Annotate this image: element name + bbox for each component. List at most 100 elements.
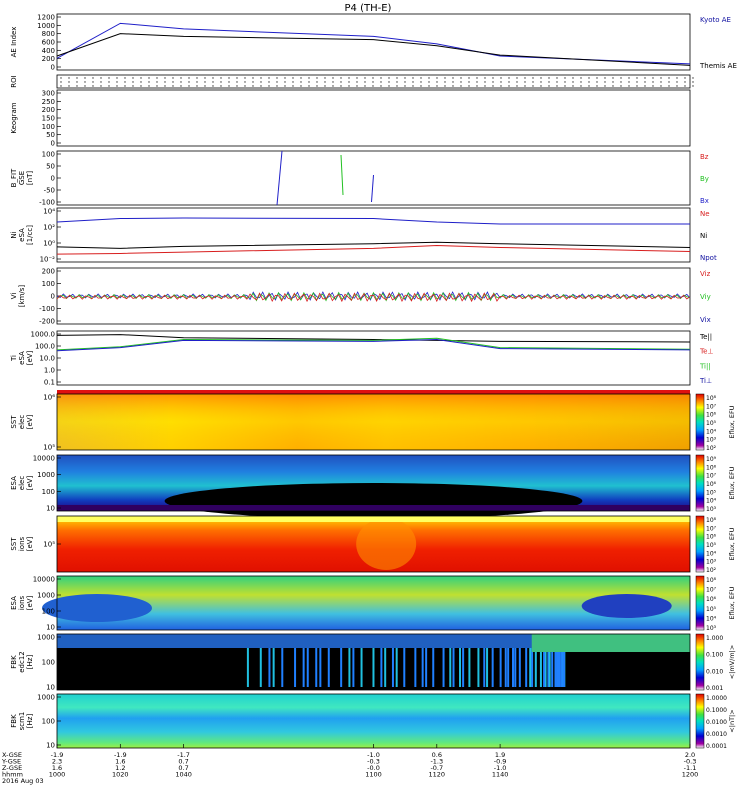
roi-dot [580, 85, 582, 87]
roi-dot [212, 85, 214, 87]
panel-esa_e-frame [56, 454, 691, 512]
roi-dot [572, 81, 574, 83]
roi-dot [556, 85, 558, 87]
fbk-edc-column [563, 639, 566, 687]
panel-esa_i-colorbar-tick: 10⁷ [706, 587, 717, 594]
panel-esa_e-colorbar [695, 454, 705, 512]
fbk-edc-column [259, 639, 262, 687]
roi-dot [548, 81, 550, 83]
panel-fbk_edc-colorbar-label: <|mV/m|> [728, 645, 736, 680]
panel-sst_i-colorbar-tick: 10⁴ [706, 550, 717, 557]
roi-dot [284, 85, 286, 87]
panel-fbk_scm-colorbar-tick: 0.0001 [706, 743, 727, 750]
panel-ae-frame [56, 13, 691, 71]
roi-dot [364, 77, 366, 79]
roi-dot [364, 85, 366, 87]
roi-dot [108, 85, 110, 87]
fbk-edc-column [449, 639, 452, 687]
roi-dot [380, 85, 382, 87]
series-ti-line [56, 337, 691, 351]
roi-dot [124, 81, 126, 83]
panel-sst_i-colorbar-tick: 10³ [706, 559, 717, 566]
panel-vi-ytick-label: -200 [39, 318, 55, 326]
roi-dot [316, 85, 318, 87]
x-axis: -1.92.31.61000-1.91.61.21020-1.70.70.710… [1, 744, 698, 785]
fbk-edc-column [518, 639, 521, 687]
roi-dot [396, 77, 398, 79]
fbk-edc-column [302, 639, 305, 687]
roi-dot [388, 77, 390, 79]
plot-date: 2016 Aug 03 [2, 777, 44, 785]
roi-dot [652, 81, 654, 83]
roi-dot [124, 77, 126, 79]
roi-dot [452, 81, 454, 83]
roi-dot [396, 81, 398, 83]
roi-dot [180, 77, 182, 79]
panel-fbk_scm-colorbar-tick: 0.0010 [706, 731, 727, 738]
roi-dot [196, 77, 198, 79]
panel-sst_e-ytick-label: 10⁶ [43, 394, 55, 402]
roi-dot [476, 81, 478, 83]
roi-dot [84, 77, 86, 79]
roi-dot [676, 77, 678, 79]
roi-dot [68, 77, 70, 79]
roi-dot [188, 85, 190, 87]
roi-dot [388, 85, 390, 87]
fbk-edc-column [315, 639, 318, 687]
panel-ti-ytick-label: 1000.0 [31, 331, 56, 339]
series-by-spike [340, 154, 344, 196]
panel-fbk_scm-ylabel: FBK [10, 714, 18, 728]
panel-bfit-ylabel: B_FIT [10, 168, 18, 187]
roi-dot [188, 81, 190, 83]
x-tick-label: -1.9 [51, 751, 64, 759]
roi-dot [76, 81, 78, 83]
roi-dot [228, 77, 230, 79]
roi-dot [276, 85, 278, 87]
roi-dot [652, 77, 654, 79]
panel-esa_e-colorbar-tick: 10⁹ [706, 456, 717, 463]
panel-ni-ytick-label: 10⁴ [43, 208, 55, 216]
fbk-edc-column [272, 639, 275, 687]
panel-ni-ylabel: Ni [10, 231, 18, 238]
x-tick-label: 2.0 [685, 751, 695, 759]
fbk-edc-column [340, 639, 343, 687]
panel-sst_i-colorbar-tick: 10⁶ [706, 534, 717, 541]
roi-dot [236, 77, 238, 79]
roi-dot [548, 85, 550, 87]
series-ne-line [56, 245, 691, 255]
fbk-edc-column [403, 639, 406, 687]
roi-dot [180, 85, 182, 87]
roi-dot [68, 85, 70, 87]
fbk-edc-column [281, 639, 284, 687]
panel-fbk_scm-ylabel: [Hz] [26, 714, 34, 729]
panel-bfit-ylabel: [nT] [26, 171, 34, 185]
roi-dot [620, 77, 622, 79]
panel-esa_e-ytick-label: 10 [46, 505, 55, 513]
roi-dot [660, 81, 662, 83]
roi-dot [196, 85, 198, 87]
roi-dot [484, 77, 486, 79]
roi-dot [428, 77, 430, 79]
panel-vi-ylabel: [km/s] [18, 285, 26, 308]
roi-dot [580, 81, 582, 83]
roi-dot [516, 77, 518, 79]
roi-dot [460, 81, 462, 83]
roi-dot [612, 77, 614, 79]
fbk-edc-column [452, 639, 455, 687]
roi-dot [524, 81, 526, 83]
roi-dot [676, 81, 678, 83]
roi-dot [420, 85, 422, 87]
roi-dot [492, 85, 494, 87]
roi-dot [108, 81, 110, 83]
x-tick-label: -0.3 [367, 758, 380, 766]
roi-dot [420, 81, 422, 83]
x-tick-label: -0.3 [684, 758, 697, 766]
roi-dot [556, 77, 558, 79]
roi-dot [252, 81, 254, 83]
roi-dot [540, 85, 542, 87]
